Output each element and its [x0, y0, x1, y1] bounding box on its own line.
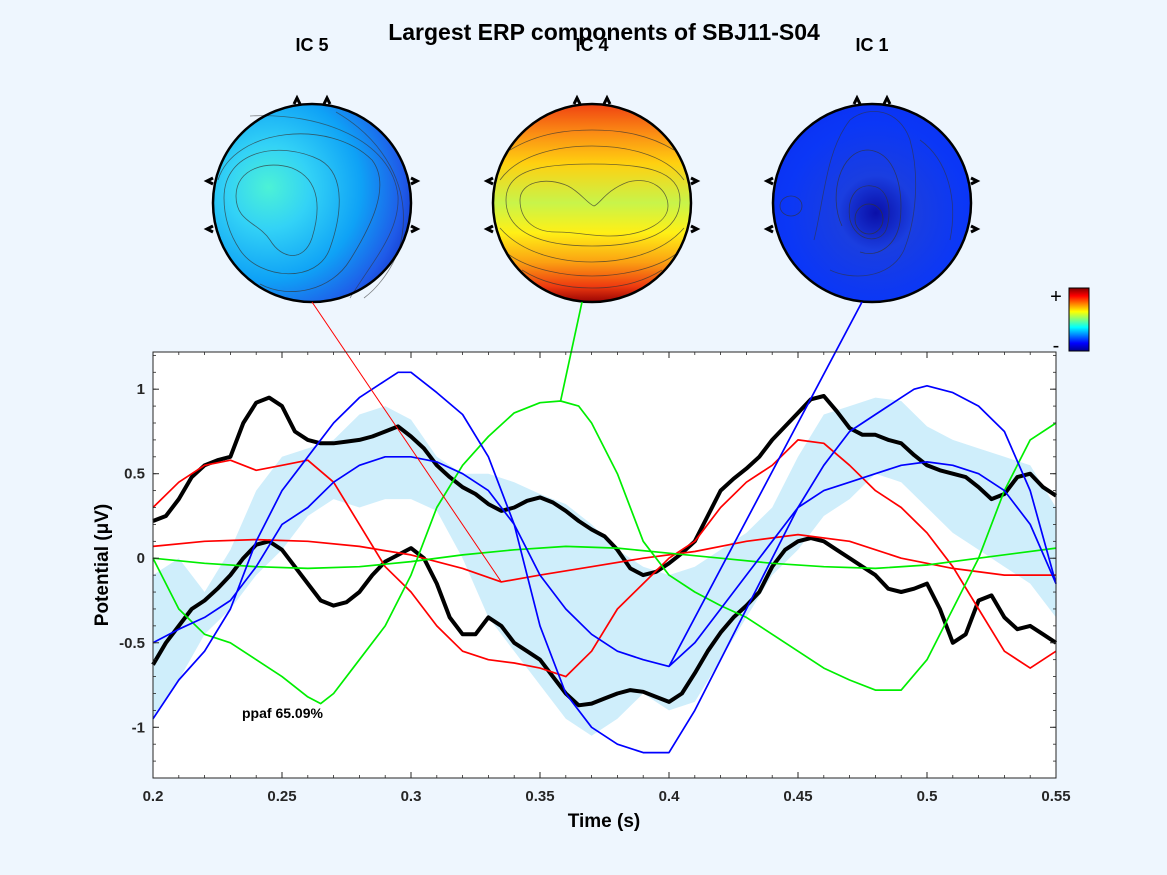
connector-ic5 — [311, 301, 502, 583]
series-line-4 — [152, 533, 1056, 583]
ppaf-annotation: ppaf 65.09% — [242, 705, 323, 721]
colorbar-plus-label: + — [1050, 286, 1062, 308]
colorbar — [1068, 287, 1090, 352]
series-line-5 — [152, 400, 1057, 705]
y-tick-label: -1 — [132, 719, 145, 736]
y-axis-label: Potential (μV) — [92, 504, 113, 626]
series-line-2 — [151, 536, 1058, 708]
series-line-7 — [152, 371, 1057, 754]
series-line-1 — [152, 394, 1058, 578]
series-line-6 — [152, 545, 1057, 570]
y-tick-label: 0.5 — [124, 466, 145, 483]
confidence-band — [153, 397, 1056, 736]
scalp-map-ic4 — [483, 94, 701, 304]
x-axis-label: Time (s) — [568, 811, 641, 832]
y-tick-label: 0 — [137, 550, 145, 567]
x-tick-label: 0.4 — [659, 788, 681, 805]
series-line-8 — [152, 455, 1057, 668]
x-tick-label: 0.2 — [143, 788, 164, 805]
tick-layer: 0.2 0.25 0.3 0.35 0.4 0.45 0.5 0.55 -1 -0.5 0 0.5 1 — [119, 352, 1071, 805]
x-tick-label: 0.45 — [783, 788, 812, 805]
series-layer — [151, 371, 1058, 754]
chart-title: Largest ERP components of SBJ11-S04 — [388, 19, 820, 45]
x-tick-label: 0.25 — [267, 788, 296, 805]
x-tick-label: 0.35 — [525, 788, 554, 805]
scalp-map-ic1 — [763, 94, 981, 304]
colorbar-minus-label: - — [1053, 335, 1060, 357]
band-area — [153, 397, 1056, 736]
x-tick-label: 0.5 — [917, 788, 938, 805]
x-tick-label: 0.55 — [1041, 788, 1070, 805]
axes-frame — [152, 351, 1057, 779]
y-tick-label: 1 — [137, 381, 145, 398]
scalp-map-ic5 — [203, 94, 421, 304]
ic-label-3: IC 1 — [855, 35, 888, 55]
y-tick-label: -0.5 — [119, 635, 145, 652]
x-tick-label: 0.3 — [401, 788, 422, 805]
ic-label-1: IC 5 — [295, 35, 328, 55]
connector-ic1 — [668, 301, 863, 667]
ic-label-2: IC 4 — [575, 35, 608, 55]
